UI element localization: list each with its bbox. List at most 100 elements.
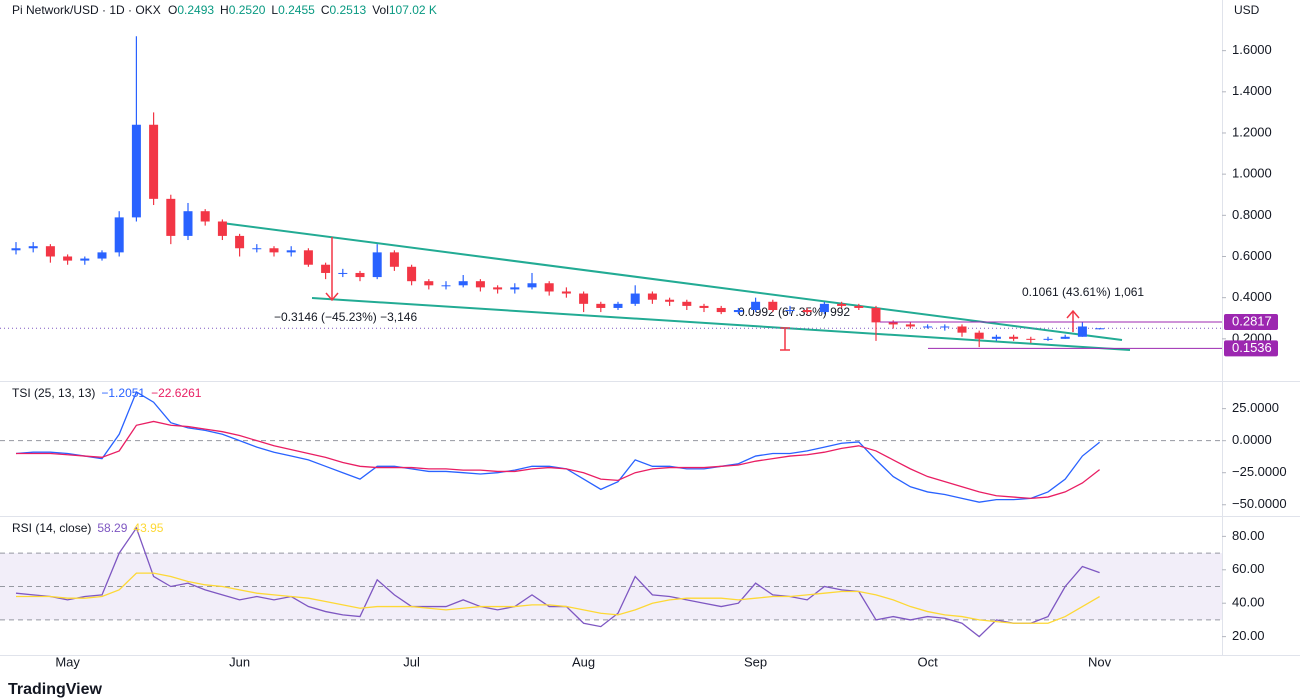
candle-body xyxy=(1077,326,1087,337)
indicator-line xyxy=(16,572,1100,624)
x-tick-label: Jul xyxy=(403,654,420,669)
x-tick-label: Oct xyxy=(917,654,938,669)
candle-body xyxy=(665,299,675,302)
candle-body xyxy=(407,266,417,282)
candle-body xyxy=(991,336,1001,339)
measure-arrow-head xyxy=(325,292,339,302)
ohlc-value: 107.02 K xyxy=(389,3,437,17)
candle-body xyxy=(303,250,313,265)
candle-body xyxy=(716,307,726,313)
ohlc-value: 0.2493 xyxy=(177,3,214,17)
candle-body xyxy=(63,256,73,261)
candle-body xyxy=(28,246,38,249)
candle-body xyxy=(166,198,176,236)
candle-body xyxy=(1009,336,1019,339)
ohlc-label: H xyxy=(220,3,229,17)
candle-body xyxy=(579,293,589,304)
candle-body xyxy=(957,326,967,333)
candle-body xyxy=(286,250,296,253)
ohlc-label: O xyxy=(168,3,177,17)
candle-body xyxy=(1043,338,1053,340)
y-tick-label: −25.0000 xyxy=(1232,464,1287,479)
indicator-title: TSI (25, 13, 13) xyxy=(12,386,95,400)
candle-body xyxy=(372,252,382,278)
y-tick-label: 0.4000 xyxy=(1232,289,1272,304)
candle-body xyxy=(355,272,365,278)
y-tick-label: 20.00 xyxy=(1232,628,1265,643)
candle-body xyxy=(252,248,262,250)
candle-body xyxy=(441,285,451,287)
measure-label: −0.3146 (−45.23%) −3,146 xyxy=(274,310,417,324)
candle-body xyxy=(527,283,537,288)
candle-body xyxy=(217,221,227,236)
ohlc-label: Vol xyxy=(372,3,389,17)
candle-body xyxy=(1095,328,1105,330)
y-tick-label: 0.6000 xyxy=(1232,248,1272,263)
candle-body xyxy=(149,124,159,199)
candle-body xyxy=(45,246,55,257)
x-tick-label: Aug xyxy=(572,654,595,669)
candle-body xyxy=(97,252,107,259)
indicator-value: 43.95 xyxy=(133,521,163,535)
candle-body xyxy=(974,332,984,339)
candle-body xyxy=(733,310,743,313)
ohlc-value: 0.2513 xyxy=(329,3,366,17)
logo: TradingView xyxy=(8,681,103,698)
x-tick-label: Nov xyxy=(1088,654,1112,669)
candle-body xyxy=(321,264,331,273)
indicator-value: −1.2051 xyxy=(101,386,145,400)
candle-body xyxy=(475,281,485,288)
candle-body xyxy=(699,305,709,308)
candle-body xyxy=(923,326,933,328)
candle-body xyxy=(940,326,950,328)
candle-body xyxy=(235,235,245,249)
candle-body xyxy=(114,217,124,253)
indicator-value: −22.6261 xyxy=(151,386,202,400)
candle-body xyxy=(200,211,210,222)
x-tick-label: Sep xyxy=(744,654,767,669)
x-tick-label: May xyxy=(55,654,80,669)
y-tick-label: 1.6000 xyxy=(1232,42,1272,57)
candle-body xyxy=(458,281,468,286)
wedge-lower xyxy=(311,297,1131,351)
price-level-label: 0.1536 xyxy=(1232,340,1272,355)
indicator-line xyxy=(16,420,1100,499)
candle-body xyxy=(80,258,90,261)
candle-body xyxy=(854,305,864,308)
price-level-label: 0.2817 xyxy=(1232,313,1272,328)
candle-body xyxy=(544,283,554,292)
x-tick-label: Jun xyxy=(229,654,250,669)
candle-body xyxy=(871,307,881,323)
symbol-title: Pi Network/USD · 1D · OKX xyxy=(12,3,161,17)
candle-body xyxy=(647,293,657,300)
price-level-box xyxy=(1224,340,1278,357)
candle-body xyxy=(888,322,898,325)
y-tick-label: 25.0000 xyxy=(1232,400,1279,415)
candle-body xyxy=(613,303,623,308)
ohlc-value: 0.2520 xyxy=(229,3,266,17)
ohlc-label: L xyxy=(271,3,278,17)
candle-body xyxy=(183,211,193,236)
indicator-title: RSI (14, close) xyxy=(12,521,91,535)
y-tick-label: 1.0000 xyxy=(1232,166,1272,181)
candle-body xyxy=(510,287,520,290)
ohlc-value: 0.2455 xyxy=(278,3,315,17)
wedge-upper xyxy=(221,222,1123,341)
candle-body xyxy=(561,291,571,294)
candle-body xyxy=(493,287,503,290)
indicator-value: 58.29 xyxy=(97,521,127,535)
candle-body xyxy=(424,281,434,286)
candle-body xyxy=(751,301,761,311)
candle-body xyxy=(1060,336,1070,339)
candle-body xyxy=(11,248,21,251)
candle-body xyxy=(596,303,606,308)
currency: USD xyxy=(1234,3,1260,17)
measure-label: 0.1061 (43.61%) 1,061 xyxy=(1022,285,1144,299)
candle-body xyxy=(338,272,348,274)
y-tick-label: −50.0000 xyxy=(1232,496,1287,511)
candle-body xyxy=(269,248,279,253)
candle-body xyxy=(785,310,795,312)
y-tick-label: 40.00 xyxy=(1232,595,1265,610)
